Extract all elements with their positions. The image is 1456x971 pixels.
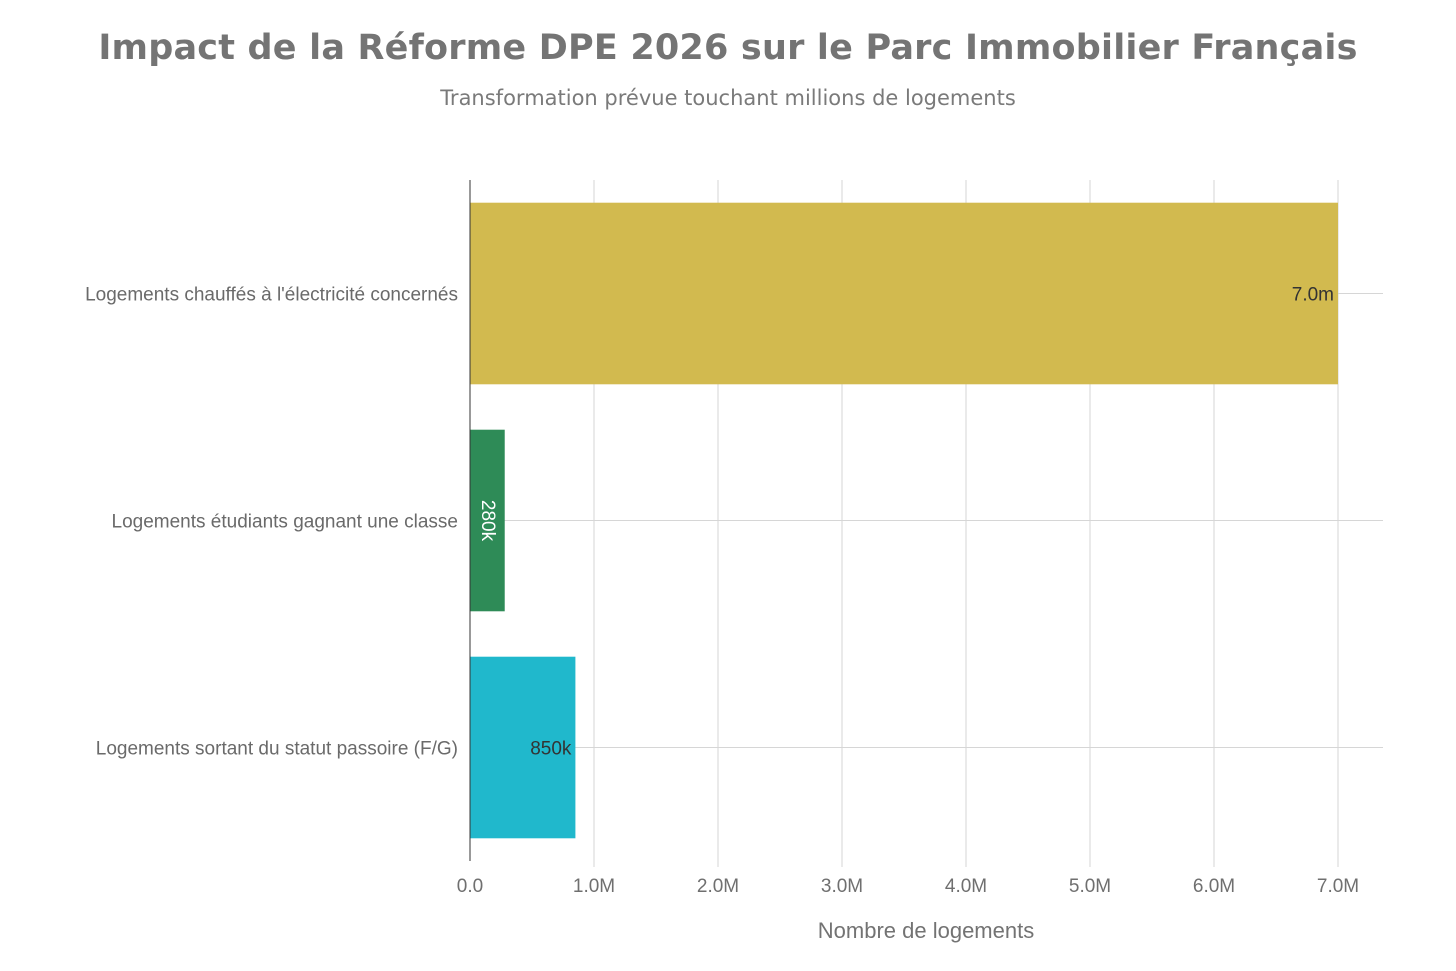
label-layer: 0.0 1.0M 2.0M 3.0M 4.0M 5.0M 6.0M 7.0M Logements… (85, 285, 1359, 898)
bar (470, 429, 505, 612)
x-tick-label: 2.0M (697, 876, 739, 897)
x-tick-label: 7.0M (1317, 876, 1359, 897)
chart-subtitle: Transformation prévue touchant millions … (440, 86, 1016, 110)
x-tick-label: 5.0M (1069, 876, 1111, 897)
bar-value-label: 280k (477, 500, 498, 542)
y-category-label: Logements étudiants gagnant une classe (112, 512, 458, 533)
bar (470, 202, 1338, 385)
x-tick-label: 6.0M (1193, 876, 1235, 897)
bar-layer (470, 202, 1338, 839)
x-tick-label: 1.0M (573, 876, 615, 897)
chart-title: Impact de la Réforme DPE 2026 sur le Par… (98, 28, 1358, 68)
x-tick-label: 3.0M (821, 876, 863, 897)
y-category-label: Logements sortant du statut passoire (F/… (96, 739, 458, 760)
bar-value-label: 850k (530, 739, 572, 760)
y-category-label: Logements chauffés à l'électricité conce… (85, 285, 458, 306)
bar-value-label: 7.0m (1292, 285, 1334, 306)
bar (470, 656, 576, 839)
x-tick-label: 0.0 (457, 876, 483, 897)
x-tick-label: 4.0M (945, 876, 987, 897)
x-axis-title: Nombre de logements (818, 918, 1034, 943)
